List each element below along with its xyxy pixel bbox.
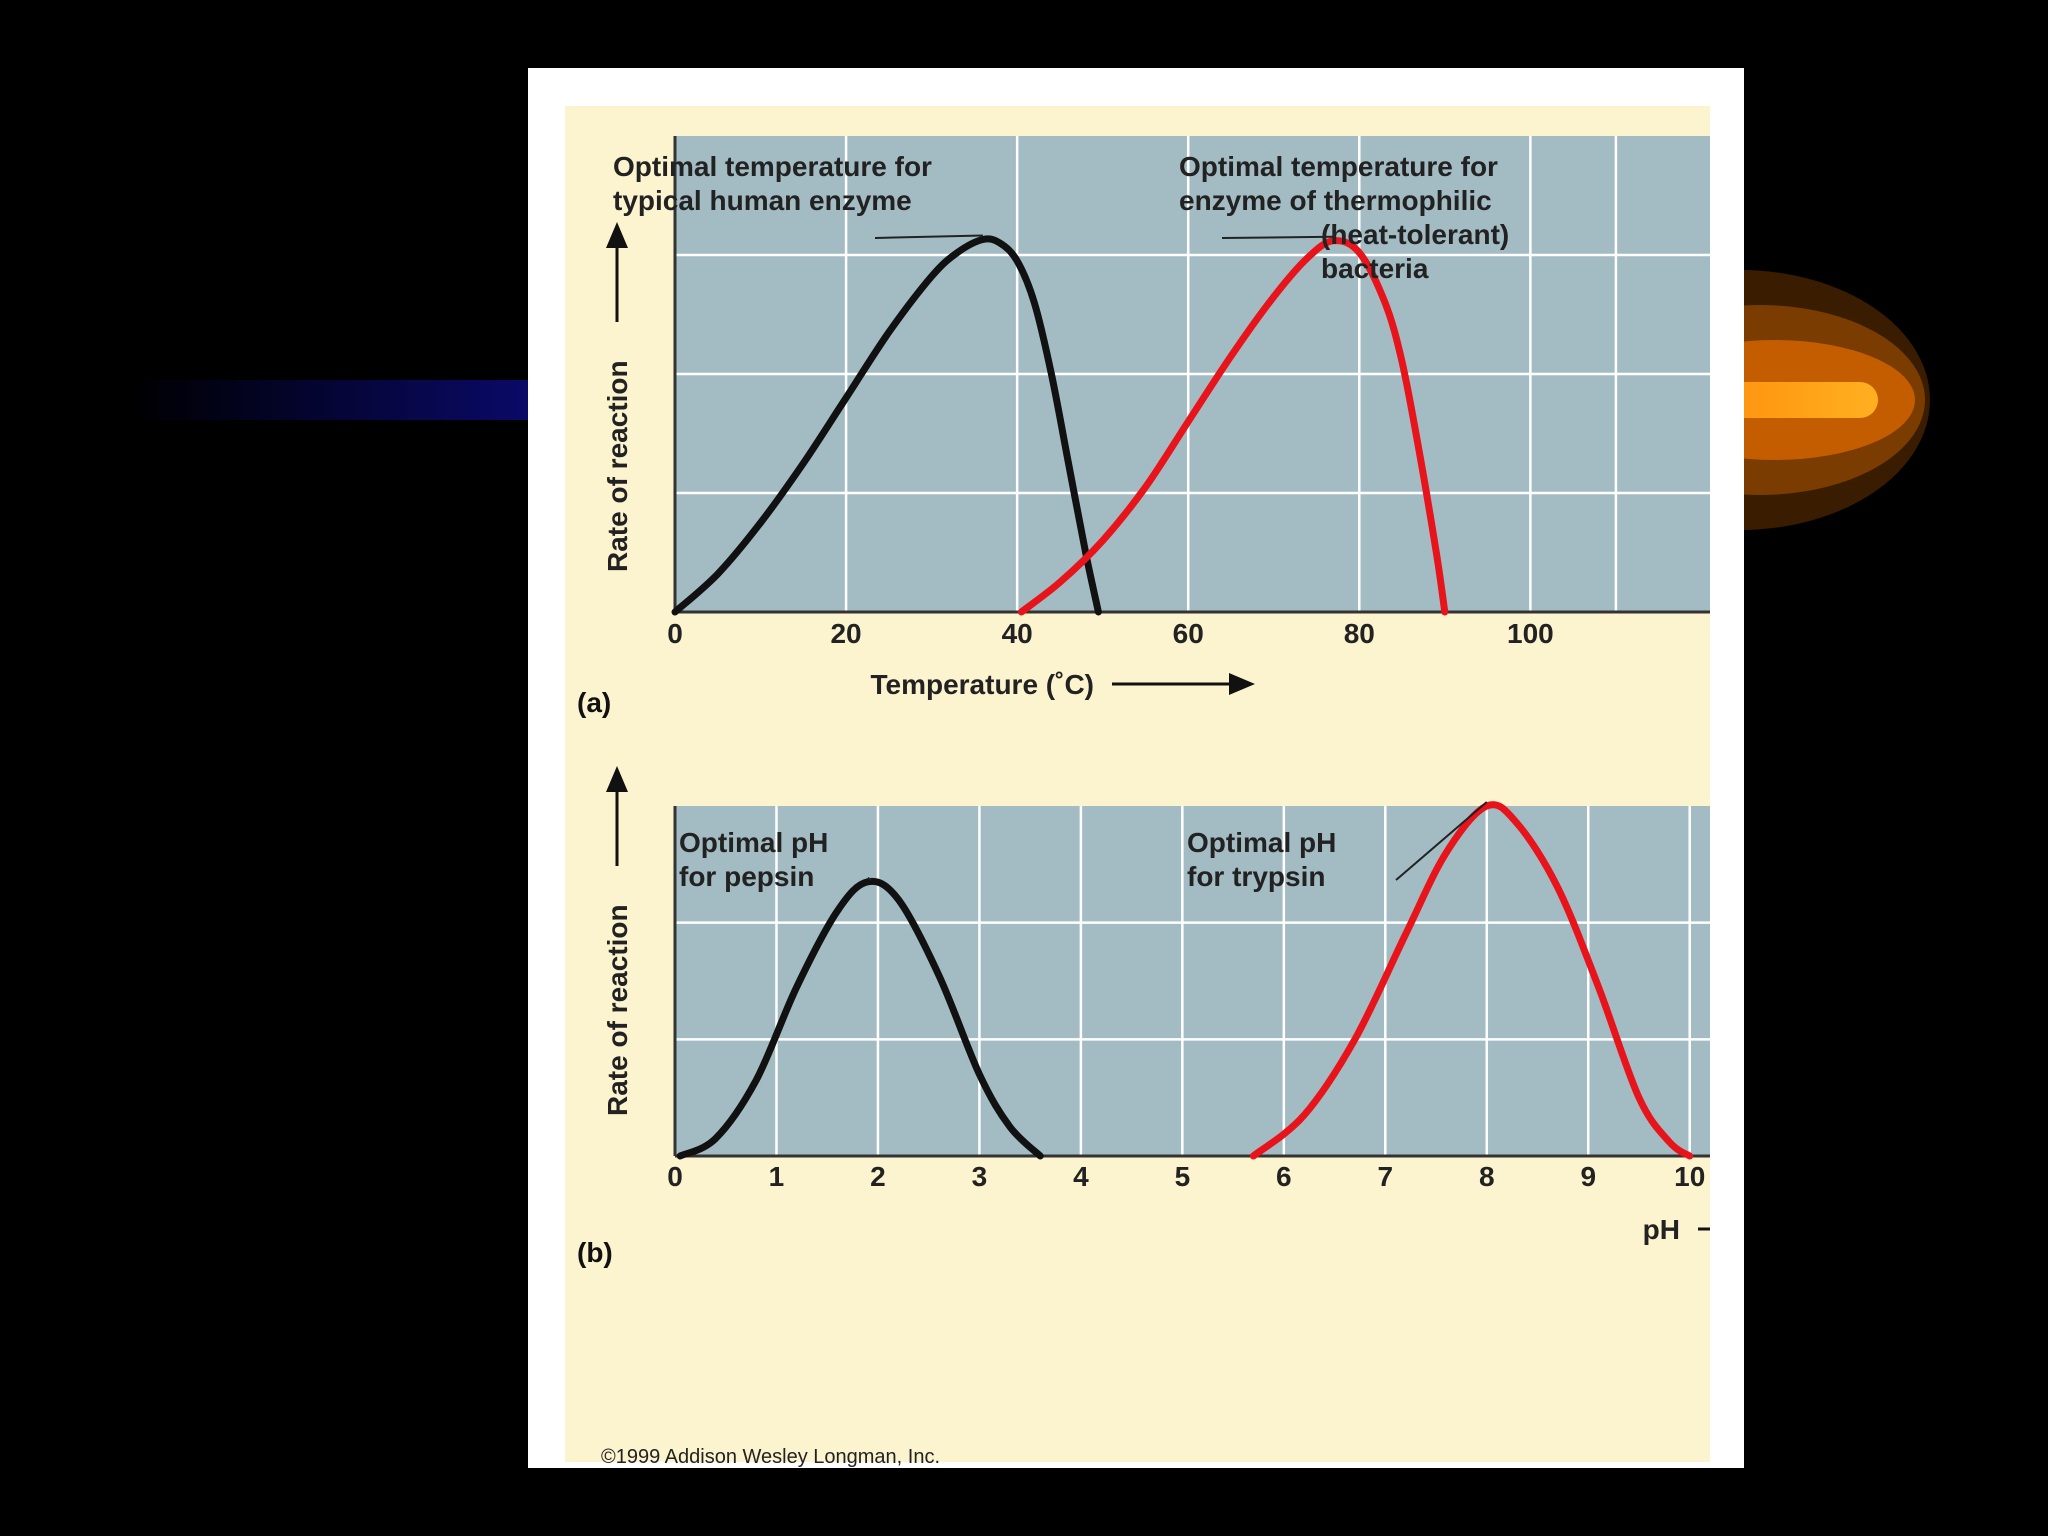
x-tick-label: 2 (870, 1161, 886, 1192)
series-line-2 (1017, 237, 1449, 616)
y-axis-label: Rate of reaction (602, 904, 633, 1116)
x-tick-label: 9 (1580, 1161, 1596, 1192)
annotation-leader-line (874, 234, 983, 239)
annotation-label: Optimal temperature for (1179, 151, 1498, 182)
annotation-label: bacteria (1321, 253, 1429, 284)
panel-label: (b) (577, 1237, 613, 1268)
x-tick-label: 10 (1674, 1161, 1705, 1192)
series-line-2 (1249, 801, 1694, 1160)
plot-area (675, 806, 1710, 1156)
x-tick-label: 8 (1479, 1161, 1495, 1192)
y-axis-arrow-head (606, 222, 628, 248)
x-tick-label: 40 (1002, 618, 1033, 649)
annotation-label: (heat-tolerant) (1321, 219, 1509, 250)
x-tick-label: 0 (667, 618, 683, 649)
x-tick-label: 3 (972, 1161, 988, 1192)
copyright-text: ©1999 Addison Wesley Longman, Inc. (601, 1446, 941, 1468)
x-tick-label: 20 (830, 618, 861, 649)
annotation-leader-line (1221, 235, 1334, 239)
annotation-label: for pepsin (679, 861, 814, 892)
blue-accent-bar (130, 380, 550, 420)
x-axis-arrow-head (1229, 673, 1255, 695)
x-tick-label: 60 (1173, 618, 1204, 649)
series-line-1 (671, 235, 1102, 616)
figure-panel: 0 20 40 60 80 100 Temperature (˚C) Rate of reac… (565, 106, 1710, 1468)
annotation-label: Optimal pH (679, 827, 828, 858)
series-line-1 (676, 877, 1044, 1160)
annotation-label: Optimal pH (1187, 827, 1336, 858)
annotation-label: typical human enzyme (613, 185, 912, 216)
x-tick-label: 6 (1276, 1161, 1292, 1192)
annotation-label: Optimal temperature for (613, 151, 932, 182)
annotation-leader-line (867, 877, 872, 881)
chart-b-ph: 0 1 2 3 4 5 6 7 8 9 10 pH Rate of reaction (b) Optimal… (577, 766, 1710, 1268)
annotation-leader-line (1395, 801, 1488, 881)
x-axis-label: Temperature (˚C) (870, 669, 1094, 700)
x-tick-label: 100 (1507, 618, 1554, 649)
figure-card: 0 20 40 60 80 100 Temperature (˚C) Rate of reac… (528, 68, 1744, 1468)
x-tick-label: 7 (1378, 1161, 1394, 1192)
x-tick-label: 5 (1175, 1161, 1191, 1192)
x-tick-label: 80 (1344, 618, 1375, 649)
y-axis-arrow-head (606, 766, 628, 792)
annotation-label: for trypsin (1187, 861, 1325, 892)
x-tick-label: 0 (667, 1161, 683, 1192)
x-axis-label: pH (1643, 1214, 1680, 1245)
chart-a-temperature: 0 20 40 60 80 100 Temperature (˚C) Rate of reac… (577, 136, 1710, 718)
y-axis-label: Rate of reaction (602, 360, 633, 572)
x-tick-label: 4 (1073, 1161, 1089, 1192)
panel-label: (a) (577, 687, 611, 718)
annotation-label: enzyme of thermophilic (1179, 185, 1492, 216)
x-tick-label: 1 (769, 1161, 785, 1192)
